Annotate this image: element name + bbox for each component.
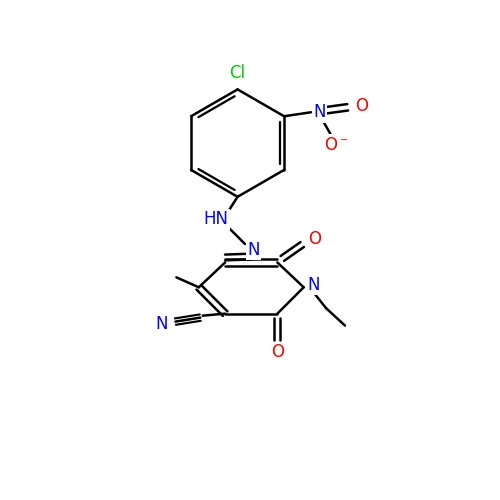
Text: O: O [308,230,321,248]
Text: Cl: Cl [230,64,246,82]
Text: HN: HN [204,210,229,228]
Text: N: N [314,104,326,122]
Text: ⁻: ⁻ [340,136,348,150]
Text: O: O [271,343,284,361]
Text: N: N [308,276,320,294]
Text: O: O [324,136,338,154]
Text: N: N [247,241,260,259]
Text: O: O [354,97,368,115]
Text: N: N [156,315,168,333]
